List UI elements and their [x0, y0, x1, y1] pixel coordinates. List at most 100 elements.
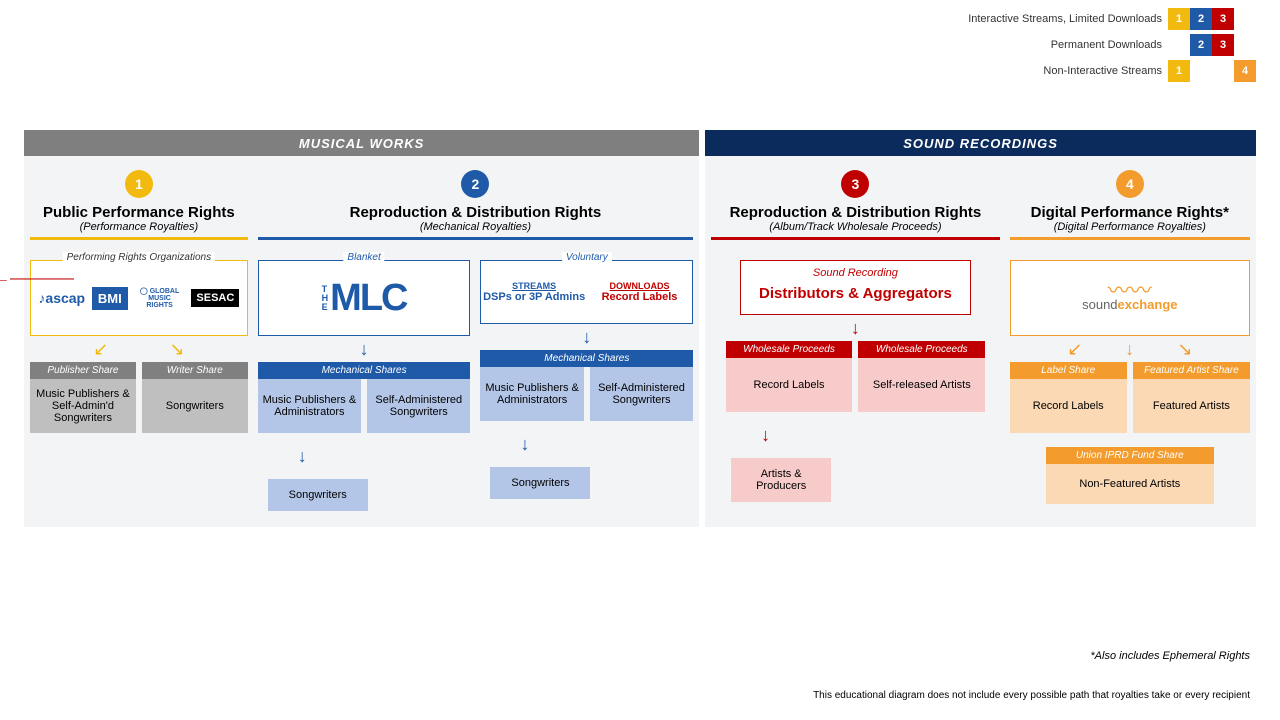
panel-musical-works: MUSICAL WORKS 1 Public Performance Right… — [24, 130, 699, 527]
legend-label: Interactive Streams, Limited Downloads — [968, 13, 1162, 25]
downloads-half: DOWNLOADS Record Labels — [587, 261, 692, 323]
share-hdr: Publisher Share — [30, 362, 136, 379]
arrow-icon: ↓ — [298, 447, 307, 465]
mlc-box: Blanket THE MLC — [258, 260, 471, 336]
col-sub: (Performance Royalties) — [80, 221, 199, 233]
arrow-split: ↙↘ — [63, 336, 215, 362]
col-title: Digital Performance Rights* — [1031, 204, 1229, 221]
legend: Interactive Streams, Limited Downloads 1… — [968, 8, 1256, 82]
col-sub: (Digital Performance Royalties) — [1054, 221, 1206, 233]
share-hdr: Label Share — [1010, 362, 1127, 379]
share-hdr: Featured Artist Share — [1133, 362, 1250, 379]
arrow-icon: ↓ — [1125, 340, 1134, 358]
distributors-box: Sound Recording Distributors & Aggregato… — [740, 260, 971, 315]
col-title: Reproduction & Distribution Rights — [730, 204, 982, 221]
footnote-disclaimer: This educational diagram does not includ… — [813, 690, 1250, 701]
legend-box-empty — [1234, 8, 1256, 30]
underline — [1010, 237, 1250, 240]
soundexchange-box: 〰〰 soundexchange — [1010, 260, 1250, 336]
arrow-icon: ↓ — [851, 319, 860, 337]
badge-1: 1 — [125, 170, 153, 198]
share-box: Record Labels — [1010, 379, 1127, 433]
col-public-performance: 1 Public Performance Rights (Performance… — [30, 170, 248, 511]
streams-half: STREAMS DSPs or 3P Admins — [481, 261, 586, 323]
soundexchange-logo: 〰〰 soundexchange — [1017, 267, 1243, 329]
arrow-icon: ↙ — [93, 340, 108, 358]
share-box: Self-Administered Songwriters — [367, 379, 470, 433]
badge-4: 4 — [1116, 170, 1144, 198]
underline — [30, 237, 248, 240]
arrow-icon: ↓ — [761, 426, 770, 444]
arrow-icon: ↙ — [1067, 340, 1082, 358]
gmr-logo: ◯ GLOBAL MUSIC RIGHTS — [135, 287, 185, 309]
badge-3: 3 — [841, 170, 869, 198]
share-hdr: Writer Share — [142, 362, 248, 379]
share-box: Music Publishers & Self-Admin'd Songwrit… — [30, 379, 136, 433]
legend-box-1: 1 — [1168, 60, 1190, 82]
legend-box-1: 1 — [1168, 8, 1190, 30]
col-reproduction-mw: 2 Reproduction & Distribution Rights (Me… — [258, 170, 693, 511]
legend-box-empty — [1190, 60, 1212, 82]
ascap-logo: ♪ascap — [38, 290, 85, 306]
arrow-icon: ↓ — [582, 328, 591, 346]
sr-body: Distributors & Aggregators — [747, 279, 964, 308]
voluntary-box: Voluntary STREAMS DSPs or 3P Admins DOWN… — [480, 260, 693, 324]
share-box: Featured Artists — [1133, 379, 1250, 433]
legend-box-2: 2 — [1190, 34, 1212, 56]
col-title: Reproduction & Distribution Rights — [350, 204, 602, 221]
share-hdr: Wholesale Proceeds — [726, 341, 853, 358]
legend-row: Non-Interactive Streams 1 4 — [1043, 60, 1256, 82]
arrow-split: ↙ ↓ ↘ — [1046, 336, 1214, 362]
arrow-icon: ↓ — [360, 340, 369, 358]
legend-box-empty — [1234, 34, 1256, 56]
share-box: Non-Featured Artists — [1046, 464, 1214, 504]
panel-header: SOUND RECORDINGS — [705, 130, 1256, 156]
footnote-ephemeral: *Also includes Ephemeral Rights — [1090, 650, 1250, 662]
share-box: Music Publishers & Administrators — [480, 367, 583, 421]
col-sub: (Album/Track Wholesale Proceeds) — [769, 221, 941, 233]
blanket-label: Blanket — [343, 252, 384, 263]
legend-box-3: 3 — [1212, 34, 1234, 56]
share-box: Music Publishers & Administrators — [258, 379, 361, 433]
panel-header: MUSICAL WORKS — [24, 130, 699, 156]
badge-2: 2 — [461, 170, 489, 198]
share-hdr: Wholesale Proceeds — [858, 341, 985, 358]
panel-sound-recordings: SOUND RECORDINGS 3 Reproduction & Distri… — [705, 130, 1256, 527]
legend-box-empty — [1168, 34, 1190, 56]
share-box: Self-Administered Songwriters — [590, 367, 693, 421]
legend-row: Permanent Downloads 2 3 — [1051, 34, 1256, 56]
arrow-icon: ↘ — [1177, 340, 1192, 358]
share-box: Songwriters — [142, 379, 248, 433]
pro-label: Performing Rights Organizations — [63, 252, 216, 263]
bmi-logo: BMI — [92, 287, 128, 310]
legend-box-2: 2 — [1190, 8, 1212, 30]
col-digital-performance: 4 Digital Performance Rights* (Digital P… — [1010, 170, 1250, 504]
col-reproduction-sr: 3 Reproduction & Distribution Rights (Al… — [711, 170, 999, 504]
legend-box-4: 4 — [1234, 60, 1256, 82]
arrow-left-icon: ←———— — [0, 270, 74, 288]
mlc-logo: THE MLC — [265, 267, 464, 329]
arrow-icon: ↘ — [169, 340, 184, 358]
final-box: Artists & Producers — [731, 458, 831, 502]
col-title: Public Performance Rights — [43, 204, 235, 221]
share-hdr: Mechanical Shares — [258, 362, 471, 379]
share-box: Self-released Artists — [858, 358, 985, 412]
arrow-icon: ↓ — [520, 435, 529, 453]
sesac-logo: SESAC — [191, 289, 239, 307]
final-box: Songwriters — [268, 479, 368, 511]
main-diagram: MUSICAL WORKS 1 Public Performance Right… — [24, 130, 1256, 527]
legend-label: Non-Interactive Streams — [1043, 65, 1162, 77]
sr-label: Sound Recording — [747, 267, 964, 279]
legend-box-empty — [1212, 60, 1234, 82]
share-box: Record Labels — [726, 358, 853, 412]
col-sub: (Mechanical Royalties) — [420, 221, 531, 233]
final-box: Songwriters — [490, 467, 590, 499]
underline — [258, 237, 693, 240]
share-hdr: Union IPRD Fund Share — [1046, 447, 1214, 464]
underline — [711, 237, 999, 240]
legend-box-3: 3 — [1212, 8, 1234, 30]
voluntary-label: Voluntary — [562, 252, 612, 263]
share-hdr: Mechanical Shares — [480, 350, 693, 367]
legend-label: Permanent Downloads — [1051, 39, 1162, 51]
legend-row: Interactive Streams, Limited Downloads 1… — [968, 8, 1256, 30]
